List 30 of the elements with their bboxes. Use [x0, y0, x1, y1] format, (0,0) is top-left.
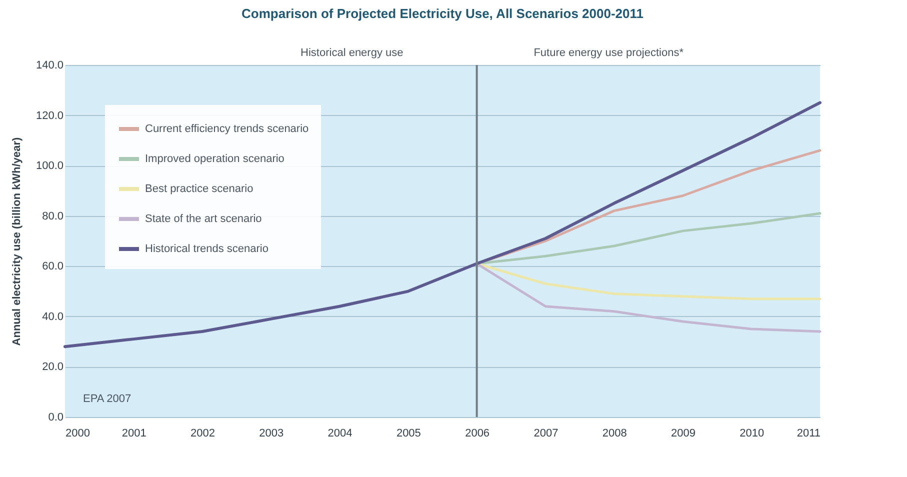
- x-tick-label: 2003: [259, 428, 284, 440]
- legend-label: Best practice scenario: [145, 183, 254, 195]
- legend-label: State of the art scenario: [145, 213, 262, 225]
- x-tick-label: 2005: [396, 428, 421, 440]
- x-tick-label: 2010: [740, 428, 764, 440]
- x-tick-label: 2009: [670, 428, 696, 440]
- annotation: EPA 2007: [83, 393, 132, 405]
- chart-title: Comparison of Projected Electricity Use, All Scenarios 2000-2011: [242, 6, 644, 21]
- x-tick-label: 2000: [66, 428, 90, 440]
- x-tick-label: 2001: [122, 428, 146, 440]
- legend-label: Current efficiency trends scenario: [145, 123, 309, 135]
- y-tick-label: 40.0: [42, 310, 64, 323]
- text: Historical energy use: [300, 47, 404, 59]
- y-tick-label: 120.0: [36, 110, 64, 122]
- y-tick-label: 100.0: [36, 160, 64, 172]
- y-tick-label: 20.0: [42, 361, 64, 374]
- y-axis-title: Annual electricity use (billion kWh/year): [10, 136, 23, 346]
- x-tick-label: 2008: [602, 428, 627, 440]
- x-tick-label: 2002: [190, 428, 216, 440]
- x-tick-label: 2004: [328, 428, 352, 440]
- legend-label: Historical trends scenario: [145, 243, 268, 255]
- y-tick-label: 60.0: [42, 260, 64, 273]
- legend-label: Improved operation scenario: [145, 153, 284, 165]
- text: Future energy use projections*: [534, 47, 684, 59]
- x-tick-label: 2011: [796, 428, 820, 440]
- y-tick-label: 80.0: [42, 210, 64, 222]
- y-tick-label: 0.0: [48, 412, 64, 424]
- x-tick-label: 2007: [534, 428, 558, 440]
- x-tick-label: 2006: [465, 428, 490, 440]
- y-tick-label: 140.0: [36, 60, 64, 72]
